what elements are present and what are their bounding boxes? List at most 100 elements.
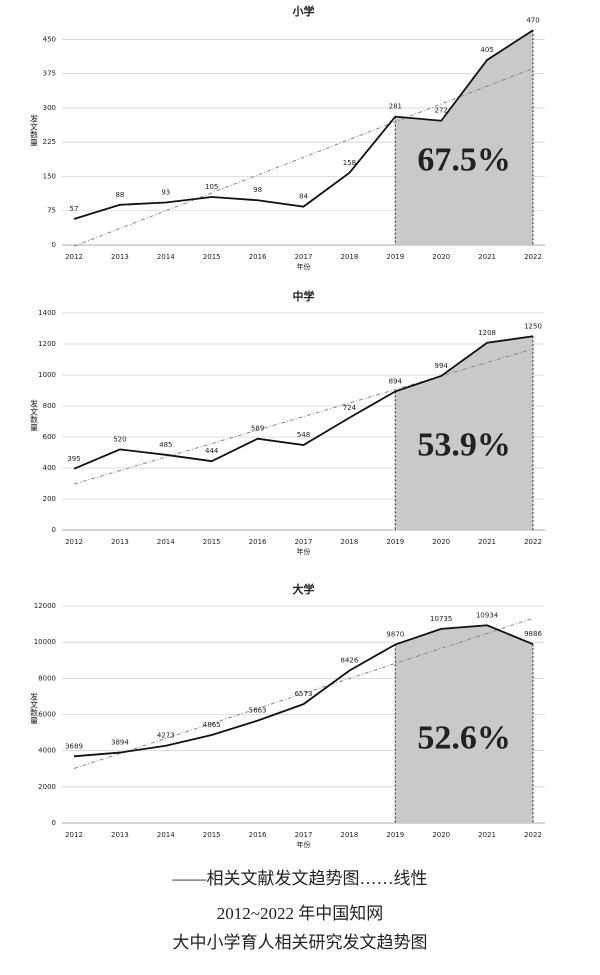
data-label: 405 (480, 46, 493, 54)
data-label: 5663 (249, 707, 267, 715)
y-tick-label: 150 (43, 172, 56, 180)
annotation: 67.5% (417, 141, 511, 178)
y-tick-label: 1000 (38, 371, 56, 379)
data-label: 57 (70, 205, 79, 213)
y-tick-label: 0 (52, 241, 56, 249)
x-tick-label: 2018 (340, 253, 358, 261)
y-tick-label: 8000 (38, 674, 56, 682)
data-label: 4865 (203, 721, 221, 729)
x-tick-label: 2022 (524, 831, 542, 839)
data-label: 1250 (524, 322, 542, 330)
y-tick-label: 10000 (34, 638, 56, 646)
x-tick-label: 2022 (524, 538, 542, 546)
x-tick-label: 2014 (157, 538, 175, 546)
x-tick-label: 2013 (111, 253, 129, 261)
y-tick-label: 200 (43, 495, 56, 503)
x-tick-label: 2020 (432, 538, 450, 546)
data-label: 1208 (478, 329, 496, 337)
x-tick-label: 2013 (111, 831, 129, 839)
x-tick-label: 2016 (249, 253, 267, 261)
x-tick-label: 2021 (478, 831, 496, 839)
y-tick-label: 12000 (34, 602, 56, 610)
x-tick-label: 2015 (203, 831, 221, 839)
chart-title: 小学 (292, 4, 315, 18)
x-tick-label: 2012 (65, 538, 83, 546)
shaded-area (395, 30, 533, 245)
data-label: 6573 (295, 690, 313, 698)
y-tick-label: 6000 (38, 711, 56, 719)
y-tick-label: 1400 (38, 309, 56, 317)
x-tick-label: 2017 (295, 831, 313, 839)
x-tick-label: 2014 (157, 831, 175, 839)
caption-line: 2012~2022 年中国知网 (217, 904, 383, 923)
chart-title: 中学 (293, 289, 315, 303)
data-label: 520 (113, 435, 126, 443)
data-label: 8426 (340, 657, 358, 665)
y-tick-label: 600 (43, 433, 56, 441)
data-label: 548 (297, 431, 310, 439)
trend-line (73, 67, 534, 247)
data-label: 589 (251, 425, 264, 433)
x-tick-label: 2019 (386, 253, 404, 261)
data-line (73, 29, 534, 220)
data-label: 395 (67, 455, 80, 463)
y-tick-label: 400 (43, 464, 56, 472)
x-tick-label: 2017 (295, 253, 313, 261)
x-tick-label: 2015 (203, 538, 221, 546)
data-label: 3689 (65, 742, 83, 750)
y-tick-label: 4000 (38, 747, 56, 755)
x-tick-label: 2021 (478, 538, 496, 546)
data-label: 272 (435, 107, 448, 115)
data-label: 88 (115, 191, 124, 199)
x-tick-label: 2013 (111, 538, 129, 546)
x-tick-label: 2014 (157, 253, 175, 261)
x-tick-label: 2012 (65, 831, 83, 839)
shaded-area (395, 336, 533, 530)
y-tick-label: 225 (43, 138, 56, 146)
data-label: 444 (205, 447, 219, 455)
chart-title: 大学 (293, 582, 315, 596)
x-tick-label: 2018 (340, 831, 358, 839)
x-tick-label: 2019 (386, 831, 404, 839)
data-label: 105 (205, 183, 218, 191)
data-label: 98 (253, 186, 262, 194)
y-tick-label: 375 (43, 70, 56, 78)
data-line (73, 335, 534, 470)
data-label: 84 (299, 193, 308, 201)
y-tick-label: 75 (47, 207, 56, 215)
x-tick-label: 2015 (203, 253, 221, 261)
y-tick-label: 800 (43, 402, 56, 410)
x-tick-label: 2016 (249, 831, 267, 839)
x-tick-label: 2018 (340, 538, 358, 546)
x-tick-label: 2017 (295, 538, 313, 546)
data-label: 9886 (524, 630, 542, 638)
annotation: 52.6% (417, 719, 511, 756)
x-tick-label: 2012 (65, 253, 83, 261)
y-tick-label: 450 (43, 35, 56, 43)
x-tick-label: 2019 (386, 538, 404, 546)
data-label: 470 (526, 16, 539, 24)
y-tick-label: 0 (52, 526, 56, 534)
legend-caption: ——相关文献发文趋势图……线性 (172, 869, 428, 888)
y-axis-label: 发文数量 (30, 692, 39, 725)
data-label: 724 (343, 404, 357, 412)
data-label: 281 (389, 103, 402, 111)
shaded-area (395, 625, 533, 823)
x-axis-label: 年份 (297, 547, 311, 556)
data-line (73, 624, 534, 758)
data-label: 894 (389, 377, 403, 385)
y-tick-label: 0 (52, 819, 56, 827)
data-label: 158 (343, 159, 356, 167)
data-label: 4273 (157, 732, 175, 740)
data-label: 10735 (430, 615, 452, 623)
x-tick-label: 2016 (249, 538, 267, 546)
y-tick-label: 2000 (38, 783, 56, 791)
data-label: 994 (435, 362, 449, 370)
x-tick-label: 2022 (524, 253, 542, 261)
annotation: 53.9% (417, 426, 511, 463)
y-tick-label: 300 (43, 104, 56, 112)
caption-line: 大中小学育人相关研究发文趋势图 (173, 933, 428, 952)
x-tick-label: 2020 (432, 253, 450, 261)
x-tick-label: 2020 (432, 831, 450, 839)
